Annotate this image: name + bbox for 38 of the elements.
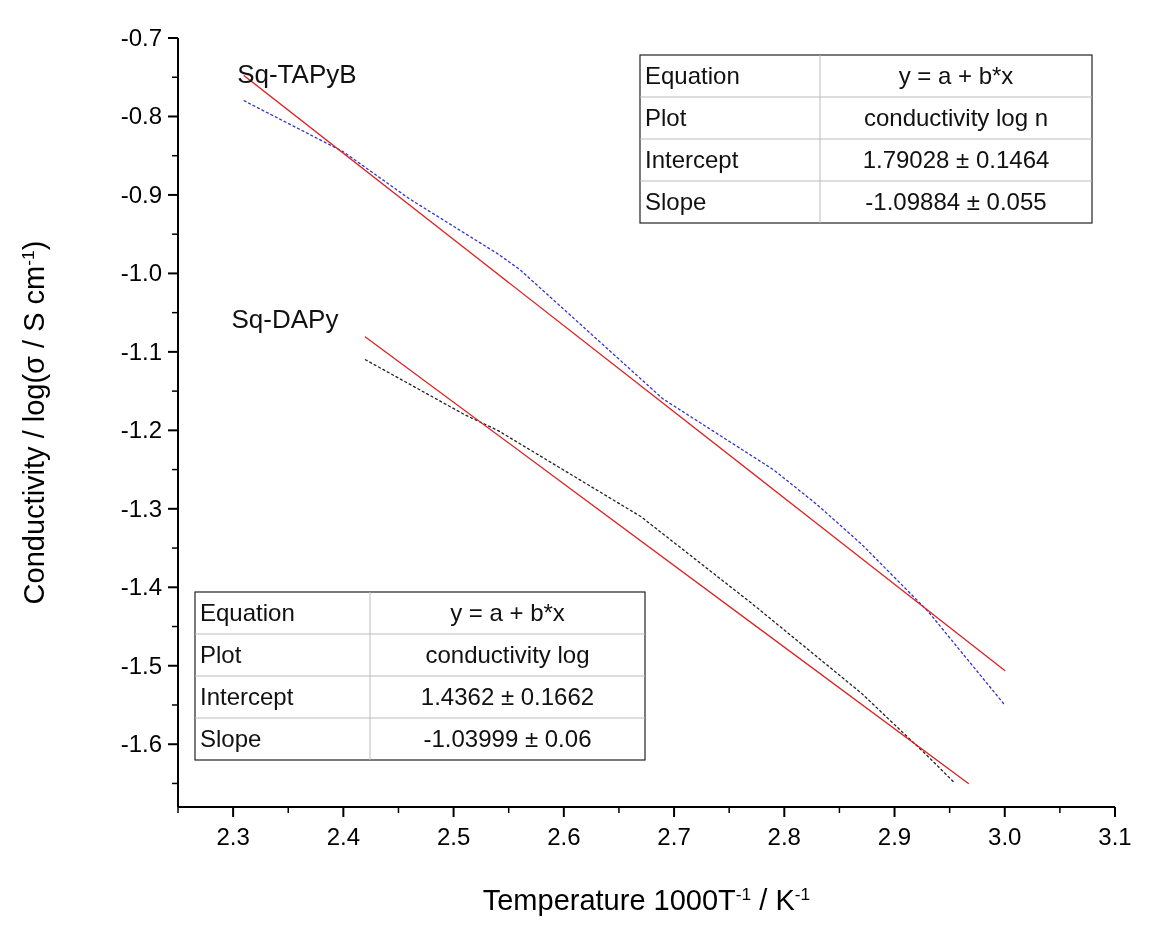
- y-tick-label: -1.3: [120, 494, 162, 522]
- annotation: Slope: [645, 188, 707, 215]
- x-tick-label: 2.6: [547, 823, 581, 850]
- y-tick-label: -1.5: [120, 651, 162, 679]
- annotation: conductivity log: [425, 641, 590, 668]
- annotation: -1.03999 ± 0.06: [423, 725, 592, 752]
- x-tick-label: 2.4: [326, 823, 361, 850]
- annotation: Intercept: [200, 683, 294, 710]
- x-tick-label: 3.1: [1098, 823, 1132, 850]
- annotation: Plot: [200, 641, 242, 668]
- series-label: Sq-DAPy: [231, 303, 339, 334]
- y-tick-label: -0.8: [120, 102, 162, 130]
- y-tick-label: -1.6: [120, 730, 162, 758]
- y-tick-label: -1.2: [120, 416, 162, 444]
- x-tick-label: 2.7: [657, 823, 691, 850]
- annotation: -1.09884 ± 0.055: [865, 188, 1047, 215]
- y-tick-label: -1.0: [120, 259, 162, 287]
- x-tick-label: 2.3: [216, 823, 250, 850]
- x-tick-label: 2.5: [436, 823, 471, 850]
- annotation: Equation: [200, 599, 295, 626]
- x-tick-label: 2.9: [877, 823, 912, 850]
- annotation: Plot: [645, 104, 687, 131]
- annotation: y = a + b*x: [898, 62, 1014, 89]
- annotation: 1.79028 ± 0.1464: [862, 146, 1050, 173]
- x-axis-title: Temperature 1000T$^{-1}$ / K$^{-1}$: [482, 884, 811, 916]
- y-tick-label: -0.7: [120, 24, 162, 51]
- annotation: Equation: [645, 62, 740, 89]
- annotation: conductivity log n: [863, 104, 1049, 131]
- y-tick-label: -1.1: [120, 337, 162, 365]
- y-tick-label: -1.4: [120, 573, 162, 601]
- y-tick-label: -0.9: [120, 180, 162, 208]
- annotation: Intercept: [645, 146, 739, 173]
- x-tick-label: 3.0: [988, 823, 1022, 850]
- annotation: Slope: [200, 725, 262, 752]
- annotation: 1.4362 ± 0.1662: [420, 683, 595, 710]
- x-tick-label: 2.8: [767, 823, 801, 850]
- annotation: y = a + b*x: [450, 599, 565, 626]
- series-label: Sq-TAPyB: [237, 58, 357, 89]
